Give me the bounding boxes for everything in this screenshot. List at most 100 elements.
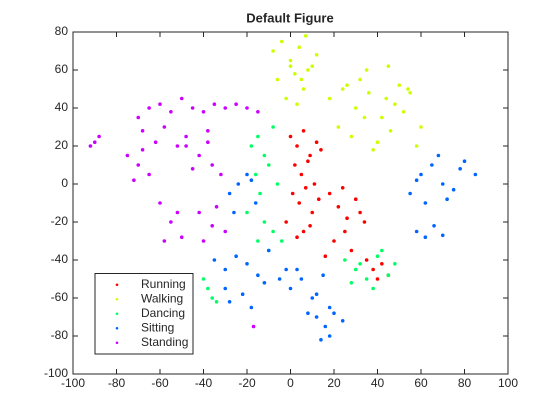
legend-label: Standing xyxy=(141,335,188,349)
point xyxy=(343,258,347,262)
point xyxy=(275,182,280,186)
point xyxy=(353,267,358,272)
point xyxy=(375,254,380,258)
point xyxy=(251,324,256,329)
point xyxy=(245,210,249,215)
point xyxy=(384,96,389,101)
point xyxy=(258,191,262,196)
legend-label: Running xyxy=(141,277,186,291)
point xyxy=(367,91,371,95)
legend-label: Sitting xyxy=(141,320,174,334)
y-tick-label: 40 xyxy=(55,100,69,114)
point xyxy=(271,125,275,129)
point xyxy=(445,197,449,201)
point xyxy=(314,292,319,297)
point xyxy=(362,115,367,120)
point xyxy=(249,305,254,310)
point xyxy=(306,311,310,316)
point xyxy=(314,315,319,319)
point xyxy=(364,277,369,281)
point xyxy=(197,153,201,158)
legend-marker xyxy=(115,312,119,316)
point xyxy=(349,281,354,285)
point xyxy=(327,96,332,101)
legend-box xyxy=(94,273,194,355)
point xyxy=(201,277,206,281)
point xyxy=(97,134,101,139)
y-tick-label: 80 xyxy=(55,24,69,38)
point xyxy=(284,220,288,224)
point xyxy=(314,140,319,144)
chart-title: Default Figure xyxy=(246,10,333,25)
point xyxy=(297,45,302,49)
point xyxy=(353,197,358,201)
point xyxy=(473,172,478,177)
point xyxy=(190,167,195,171)
point xyxy=(280,39,284,44)
point xyxy=(256,273,260,278)
point xyxy=(358,262,362,266)
point xyxy=(295,235,299,239)
point xyxy=(275,77,280,82)
point xyxy=(312,182,317,186)
point xyxy=(147,106,151,110)
point xyxy=(340,319,345,323)
point xyxy=(210,163,214,167)
point xyxy=(288,286,293,291)
point xyxy=(458,167,462,171)
point xyxy=(184,134,188,139)
point xyxy=(256,239,260,243)
point xyxy=(408,91,412,95)
point xyxy=(227,191,232,196)
point xyxy=(316,197,321,201)
point xyxy=(277,277,282,281)
point xyxy=(310,64,315,68)
point xyxy=(423,201,428,205)
point xyxy=(88,144,93,148)
point xyxy=(345,83,349,87)
point xyxy=(280,239,284,243)
point xyxy=(175,210,180,215)
point xyxy=(299,172,304,177)
point xyxy=(440,233,445,238)
point xyxy=(319,338,323,342)
point xyxy=(358,210,362,215)
point xyxy=(323,324,328,329)
point xyxy=(223,106,228,110)
point xyxy=(236,182,241,186)
point xyxy=(153,140,158,144)
point xyxy=(210,224,214,228)
point xyxy=(462,159,467,163)
point xyxy=(223,286,228,291)
point xyxy=(201,110,206,114)
point xyxy=(414,229,419,234)
legend-marker xyxy=(115,297,119,301)
point xyxy=(271,49,275,53)
point xyxy=(223,267,228,272)
point xyxy=(349,248,354,253)
point xyxy=(314,53,319,57)
point xyxy=(380,248,384,253)
y-tick-label: -100 xyxy=(44,366,68,380)
x-tick-label: 40 xyxy=(371,376,385,390)
point xyxy=(288,134,293,139)
point xyxy=(197,210,201,215)
point xyxy=(327,305,332,310)
point xyxy=(162,125,167,129)
point xyxy=(175,144,180,148)
point xyxy=(362,220,367,224)
point xyxy=(147,172,151,177)
point xyxy=(223,229,228,234)
point xyxy=(375,277,380,281)
legend-marker xyxy=(115,326,119,330)
point xyxy=(266,163,271,167)
point xyxy=(310,210,315,215)
y-tick-label: 60 xyxy=(55,62,69,76)
point xyxy=(297,201,302,205)
point xyxy=(240,292,245,297)
point xyxy=(201,239,206,243)
point xyxy=(214,300,219,304)
point xyxy=(303,186,308,190)
point xyxy=(206,129,210,133)
